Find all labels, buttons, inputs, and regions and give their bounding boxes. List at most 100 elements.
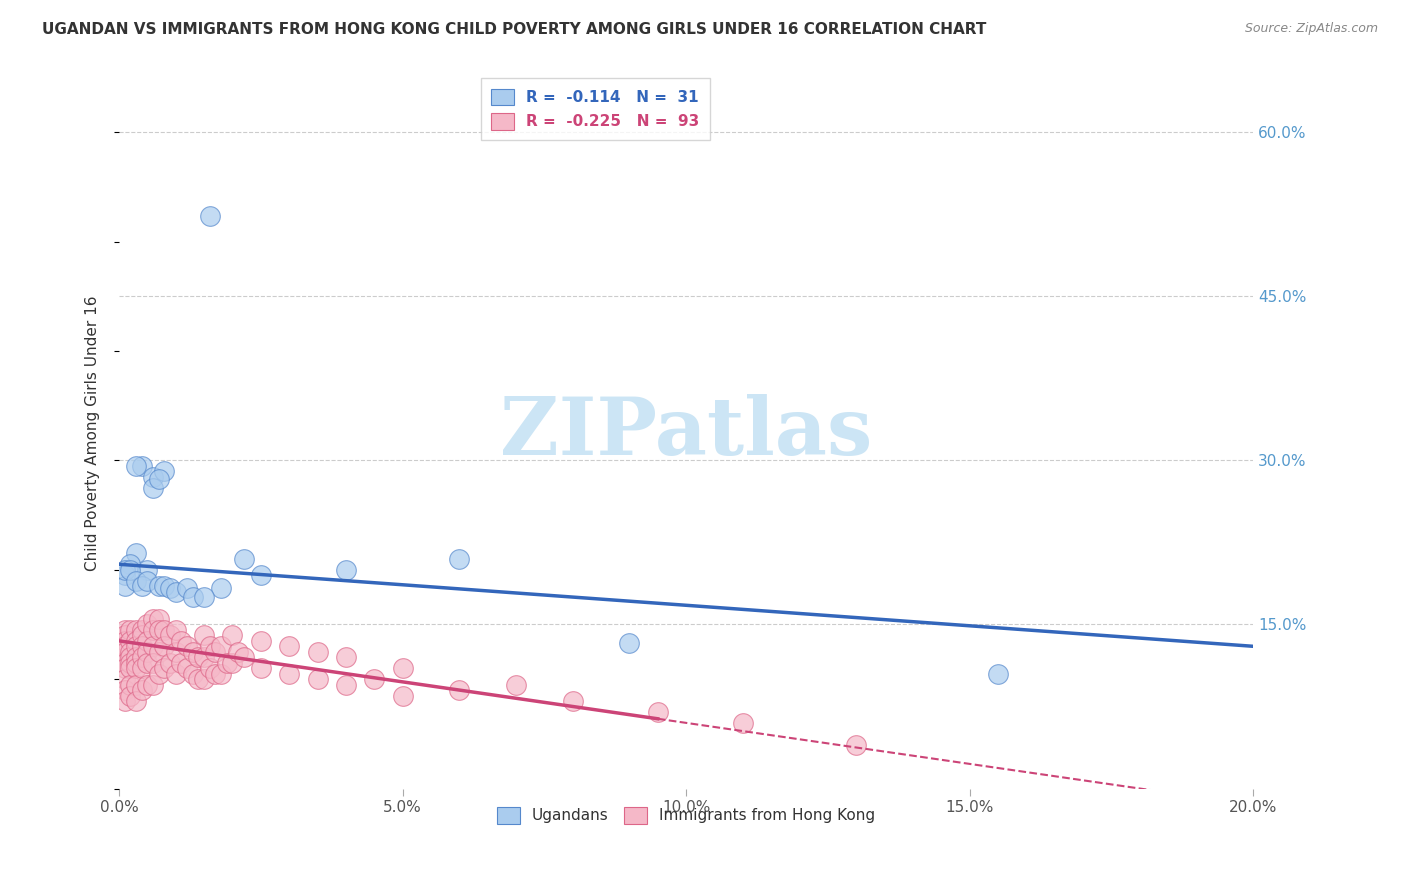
Point [335, 650, 357, 665]
Point [120, 661, 142, 675]
Point [198, 661, 221, 675]
Point [114, 633, 136, 648]
Text: UGANDAN VS IMMIGRANTS FROM HONG KONG CHILD POVERTY AMONG GIRLS UNDER 16 CORRELAT: UGANDAN VS IMMIGRANTS FROM HONG KONG CHI… [42, 22, 987, 37]
Point [215, 656, 238, 670]
Point [114, 656, 136, 670]
Point [561, 694, 583, 708]
Point [120, 563, 142, 577]
Point [449, 683, 471, 698]
Point [136, 645, 159, 659]
Point [391, 689, 413, 703]
Point [193, 672, 215, 686]
Point [209, 666, 232, 681]
Point [159, 656, 181, 670]
Point [845, 738, 868, 752]
Point [307, 672, 329, 686]
Point [131, 458, 153, 473]
Point [136, 617, 159, 632]
Point [120, 633, 142, 648]
Point [120, 689, 142, 703]
Point [114, 640, 136, 654]
Point [125, 677, 148, 691]
Point [181, 645, 204, 659]
Point [176, 661, 198, 675]
Point [193, 590, 215, 604]
Point [114, 623, 136, 637]
Point [391, 661, 413, 675]
Point [221, 656, 243, 670]
Point [148, 612, 170, 626]
Point [148, 579, 170, 593]
Point [505, 677, 527, 691]
Point [176, 640, 198, 654]
Point [120, 656, 142, 670]
Point [335, 677, 357, 691]
Point [136, 633, 159, 648]
Point [125, 694, 148, 708]
Point [120, 623, 142, 637]
Point [125, 650, 148, 665]
Point [114, 568, 136, 582]
Point [131, 683, 153, 698]
Point [209, 640, 232, 654]
Point [142, 612, 165, 626]
Point [187, 650, 209, 665]
Point [170, 656, 193, 670]
Point [142, 677, 165, 691]
Point [131, 650, 153, 665]
Point [307, 645, 329, 659]
Point [131, 628, 153, 642]
Point [131, 579, 153, 593]
Point [142, 469, 165, 483]
Point [120, 677, 142, 691]
Point [278, 640, 301, 654]
Point [198, 640, 221, 654]
Point [142, 623, 165, 637]
Point [125, 661, 148, 675]
Point [204, 666, 226, 681]
Point [619, 636, 641, 650]
Point [232, 551, 254, 566]
Point [125, 546, 148, 560]
Point [335, 563, 357, 577]
Point [165, 645, 187, 659]
Point [278, 666, 301, 681]
Point [148, 666, 170, 681]
Point [120, 650, 142, 665]
Point [165, 584, 187, 599]
Point [148, 472, 170, 486]
Point [221, 628, 243, 642]
Point [136, 677, 159, 691]
Point [148, 623, 170, 637]
Point [181, 666, 204, 681]
Point [449, 551, 471, 566]
Point [125, 640, 148, 654]
Point [193, 650, 215, 665]
Point [148, 645, 170, 659]
Point [114, 661, 136, 675]
Point [120, 645, 142, 659]
Point [125, 623, 148, 637]
Point [363, 672, 385, 686]
Point [136, 574, 159, 588]
Y-axis label: Child Poverty Among Girls Under 16: Child Poverty Among Girls Under 16 [86, 295, 100, 571]
Point [114, 694, 136, 708]
Point [114, 645, 136, 659]
Point [232, 650, 254, 665]
Point [153, 661, 176, 675]
Point [114, 672, 136, 686]
Point [198, 210, 221, 224]
Point [165, 623, 187, 637]
Point [987, 666, 1010, 681]
Text: Source: ZipAtlas.com: Source: ZipAtlas.com [1244, 22, 1378, 36]
Point [114, 563, 136, 577]
Point [226, 645, 249, 659]
Point [159, 628, 181, 642]
Point [131, 661, 153, 675]
Point [125, 574, 148, 588]
Point [125, 656, 148, 670]
Point [114, 579, 136, 593]
Point [125, 458, 148, 473]
Point [193, 628, 215, 642]
Point [250, 661, 273, 675]
